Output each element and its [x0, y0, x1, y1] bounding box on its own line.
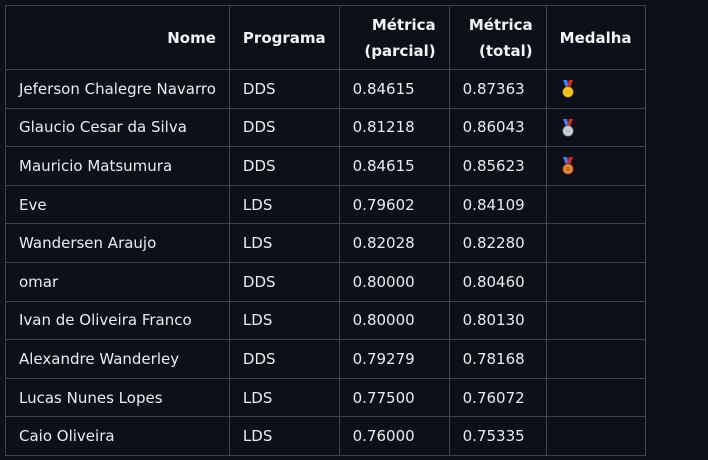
gold-medal-icon	[560, 80, 576, 98]
cell-medalha	[545, 261, 646, 302]
header-metrica-total[interactable]: Métrica (total)	[448, 5, 547, 70]
cell-nome: omar	[5, 261, 230, 302]
cell-nome: Caio Oliveira	[5, 416, 230, 456]
cell-metrica-total: 0.87363	[448, 69, 547, 109]
cell-medalha	[545, 223, 646, 263]
leaderboard-table: Nome Programa Métrica (parcial) Métrica …	[5, 5, 646, 456]
header-row: Nome Programa Métrica (parcial) Métrica …	[5, 5, 646, 70]
cell-metrica-total: 0.78168	[448, 339, 547, 379]
cell-programa: DDS	[228, 261, 340, 302]
table-row: Lucas Nunes Lopes LDS 0.77500 0.76072	[5, 377, 646, 418]
cell-programa: LDS	[228, 377, 340, 418]
cell-programa: LDS	[228, 416, 340, 456]
bronze-medal-icon	[560, 157, 576, 176]
header-programa[interactable]: Programa	[228, 5, 340, 70]
table-row: Alexandre Wanderley DDS 0.79279 0.78168	[5, 339, 646, 379]
cell-metrica-parcial: 0.82028	[338, 223, 450, 263]
table-row: omar DDS 0.80000 0.80460	[5, 261, 646, 302]
cell-metrica-total: 0.85623	[448, 146, 547, 186]
cell-medalha	[545, 107, 646, 148]
cell-metrica-total: 0.82280	[448, 223, 547, 263]
header-nome[interactable]: Nome	[5, 5, 230, 70]
table-row: Eve LDS 0.79602 0.84109	[5, 184, 646, 225]
cell-metrica-parcial: 0.84615	[338, 69, 450, 109]
cell-medalha	[545, 184, 646, 225]
cell-metrica-total: 0.76072	[448, 377, 547, 418]
cell-metrica-parcial: 0.81218	[338, 107, 450, 148]
table-row: Glaucio Cesar da Silva DDS 0.81218 0.86043	[5, 107, 646, 148]
table-body: Jeferson Chalegre Navarro DDS 0.84615 0.873…	[5, 69, 646, 456]
header-metrica-parcial[interactable]: Métrica (parcial)	[338, 5, 450, 70]
table-row: Caio Oliveira LDS 0.76000 0.75335	[5, 416, 646, 456]
header-metrica-total-line1: Métrica	[468, 15, 533, 34]
cell-metrica-parcial: 0.76000	[338, 416, 450, 456]
cell-medalha	[545, 69, 646, 109]
cell-metrica-parcial: 0.80000	[338, 261, 450, 302]
cell-nome: Glaucio Cesar da Silva	[5, 107, 230, 148]
header-metrica-parcial-line2: (parcial)	[364, 41, 436, 60]
cell-programa: DDS	[228, 107, 340, 148]
cell-nome: Eve	[5, 184, 230, 225]
cell-metrica-parcial: 0.77500	[338, 377, 450, 418]
cell-metrica-total: 0.75335	[448, 416, 547, 456]
table-row: Wandersen Araujo LDS 0.82028 0.82280	[5, 223, 646, 263]
cell-nome: Mauricio Matsumura	[5, 146, 230, 186]
header-medalha[interactable]: Medalha	[545, 5, 646, 70]
cell-metrica-parcial: 0.79602	[338, 184, 450, 225]
cell-programa: LDS	[228, 300, 340, 341]
cell-nome: Wandersen Araujo	[5, 223, 230, 263]
header-metrica-total-line2: (total)	[479, 41, 533, 60]
cell-metrica-total: 0.80130	[448, 300, 547, 341]
cell-metrica-total: 0.86043	[448, 107, 547, 148]
table-row: Ivan de Oliveira Franco LDS 0.80000 0.80130	[5, 300, 646, 341]
cell-metrica-parcial: 0.84615	[338, 146, 450, 186]
cell-nome: Jeferson Chalegre Navarro	[5, 69, 230, 109]
cell-medalha	[545, 300, 646, 341]
cell-medalha	[545, 377, 646, 418]
cell-nome: Alexandre Wanderley	[5, 339, 230, 379]
cell-metrica-total: 0.80460	[448, 261, 547, 302]
cell-programa: LDS	[228, 184, 340, 225]
cell-programa: DDS	[228, 146, 340, 186]
silver-medal-icon	[560, 118, 576, 137]
cell-medalha	[545, 416, 646, 456]
cell-medalha	[545, 339, 646, 379]
cell-programa: DDS	[228, 339, 340, 379]
header-metrica-parcial-line1: Métrica	[371, 15, 436, 34]
cell-nome: Lucas Nunes Lopes	[5, 377, 230, 418]
cell-medalha	[545, 146, 646, 186]
cell-metrica-total: 0.84109	[448, 184, 547, 225]
cell-metrica-parcial: 0.80000	[338, 300, 450, 341]
cell-nome: Ivan de Oliveira Franco	[5, 300, 230, 341]
cell-programa: DDS	[228, 69, 340, 109]
table-row: Jeferson Chalegre Navarro DDS 0.84615 0.873…	[5, 69, 646, 109]
table-row: Mauricio Matsumura DDS 0.84615 0.85623	[5, 146, 646, 186]
cell-metrica-parcial: 0.79279	[338, 339, 450, 379]
cell-programa: LDS	[228, 223, 340, 263]
